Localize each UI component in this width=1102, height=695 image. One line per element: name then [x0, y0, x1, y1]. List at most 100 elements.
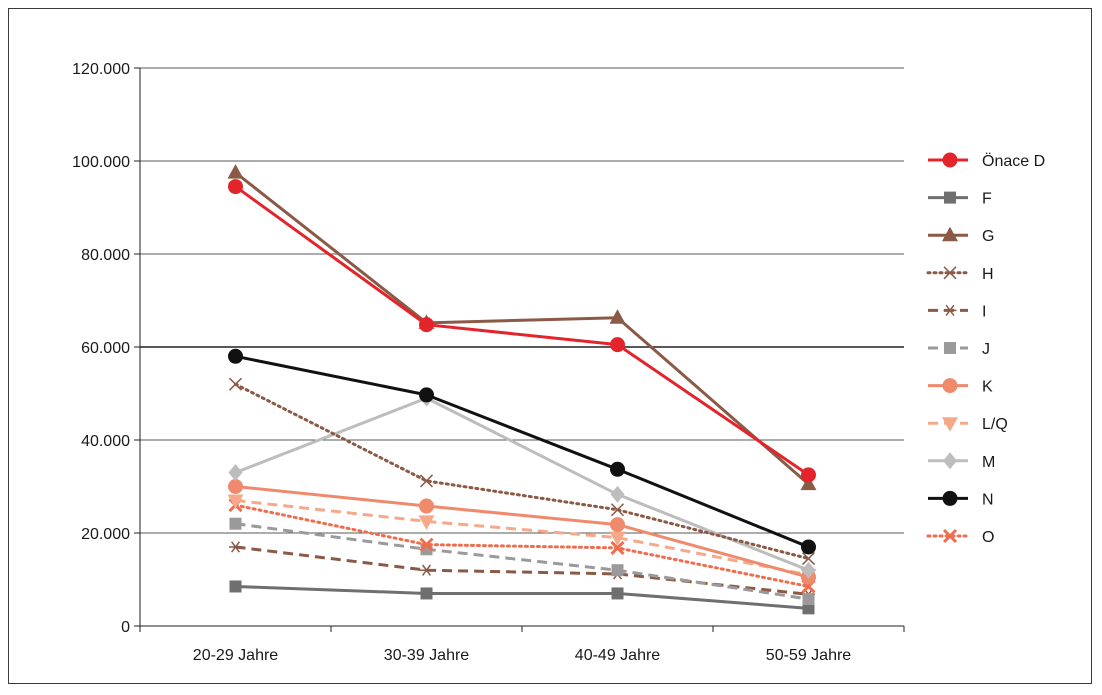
data-point	[610, 517, 625, 533]
y-tick-label: 0	[121, 619, 130, 636]
x-tick-label: 50-59 Jahre	[766, 647, 851, 664]
y-tick-label: 100.000	[72, 154, 130, 171]
data-point	[419, 387, 434, 403]
legend-item: J	[928, 341, 990, 358]
legend-label: F	[982, 191, 992, 208]
legend-item: K	[928, 378, 993, 396]
legend-label: I	[982, 303, 986, 320]
series-h	[228, 377, 816, 566]
data-point	[944, 191, 956, 204]
series--nace-d	[228, 179, 816, 483]
x-tick-label: 20-29 Jahre	[193, 647, 278, 664]
series-line	[234, 382, 810, 561]
series-k	[228, 479, 816, 585]
chart-frame	[8, 8, 1092, 684]
series-n	[228, 348, 816, 555]
legend-item: H	[926, 266, 994, 283]
data-point	[942, 378, 958, 394]
series-line	[234, 185, 810, 477]
series-line	[235, 354, 810, 549]
series-j	[229, 517, 815, 606]
data-point	[419, 537, 434, 552]
y-tick-label: 60.000	[81, 340, 130, 357]
data-point	[419, 498, 434, 514]
data-point	[801, 561, 816, 579]
data-point	[610, 540, 625, 555]
x-tick-label: 40-49 Jahre	[575, 647, 660, 664]
data-point	[610, 337, 625, 353]
data-point	[228, 377, 243, 391]
data-point	[419, 474, 434, 488]
legend-item: M	[928, 452, 995, 471]
series-f	[229, 580, 815, 615]
legend-item: Önace D	[928, 152, 1045, 170]
data-point	[942, 226, 958, 242]
y-tick-label: 80.000	[81, 247, 130, 264]
data-point	[801, 467, 816, 483]
data-point	[228, 479, 243, 494]
legend-item: I	[928, 303, 986, 320]
series-line	[235, 545, 809, 596]
legend-label: K	[982, 379, 993, 396]
data-point	[942, 152, 958, 168]
x-tick-label: 30-39 Jahre	[384, 647, 469, 664]
data-point	[420, 564, 433, 576]
legend-label: O	[982, 529, 994, 546]
legend-label: J	[982, 341, 990, 358]
series-line	[235, 522, 809, 601]
legend-item: O	[926, 528, 994, 546]
data-point	[802, 593, 815, 606]
data-point	[610, 485, 625, 503]
data-point	[420, 587, 433, 600]
series-line	[234, 171, 810, 486]
y-gridlines	[134, 67, 904, 627]
series-line	[234, 396, 810, 572]
data-point	[609, 531, 626, 547]
data-point	[227, 494, 244, 509]
data-point	[801, 539, 816, 555]
data-point	[229, 580, 242, 593]
data-point	[801, 552, 816, 566]
legend-item: F	[928, 191, 992, 208]
y-tick-label: 120.000	[72, 61, 130, 78]
data-point	[227, 164, 244, 179]
series-line	[235, 584, 809, 610]
legend-item: N	[928, 490, 994, 508]
series-line	[234, 503, 810, 588]
data-point	[418, 515, 435, 530]
legend: Önace D F G H I J K L/Q M N O	[926, 152, 1045, 546]
data-point	[802, 602, 815, 615]
data-point	[228, 464, 243, 482]
data-point	[611, 564, 624, 577]
data-point	[609, 309, 626, 324]
legend-label: G	[982, 228, 994, 245]
data-point	[800, 475, 817, 491]
data-point	[229, 541, 242, 553]
legend-label: L/Q	[982, 416, 1008, 433]
series-line	[235, 485, 809, 579]
data-point	[610, 461, 625, 477]
legend-item: L/Q	[928, 416, 1008, 433]
data-point	[944, 342, 956, 354]
series-line	[235, 498, 809, 577]
y-tick-label: 20.000	[81, 526, 130, 543]
data-point	[942, 528, 958, 544]
data-point	[419, 317, 434, 333]
data-point	[943, 266, 957, 280]
data-point	[943, 452, 957, 470]
legend-label: H	[982, 266, 994, 283]
data-point	[942, 490, 958, 506]
y-tick-label: 40.000	[81, 433, 130, 450]
data-point	[942, 417, 958, 432]
legend-label: N	[982, 491, 994, 508]
data-point	[229, 517, 242, 530]
data-point	[228, 348, 243, 364]
data-point	[943, 304, 957, 317]
data-point	[228, 179, 243, 195]
legend-label: Önace D	[982, 152, 1045, 170]
data-point	[611, 587, 624, 600]
legend-item: G	[928, 226, 994, 245]
legend-label: M	[982, 454, 995, 471]
data-point	[610, 503, 625, 517]
